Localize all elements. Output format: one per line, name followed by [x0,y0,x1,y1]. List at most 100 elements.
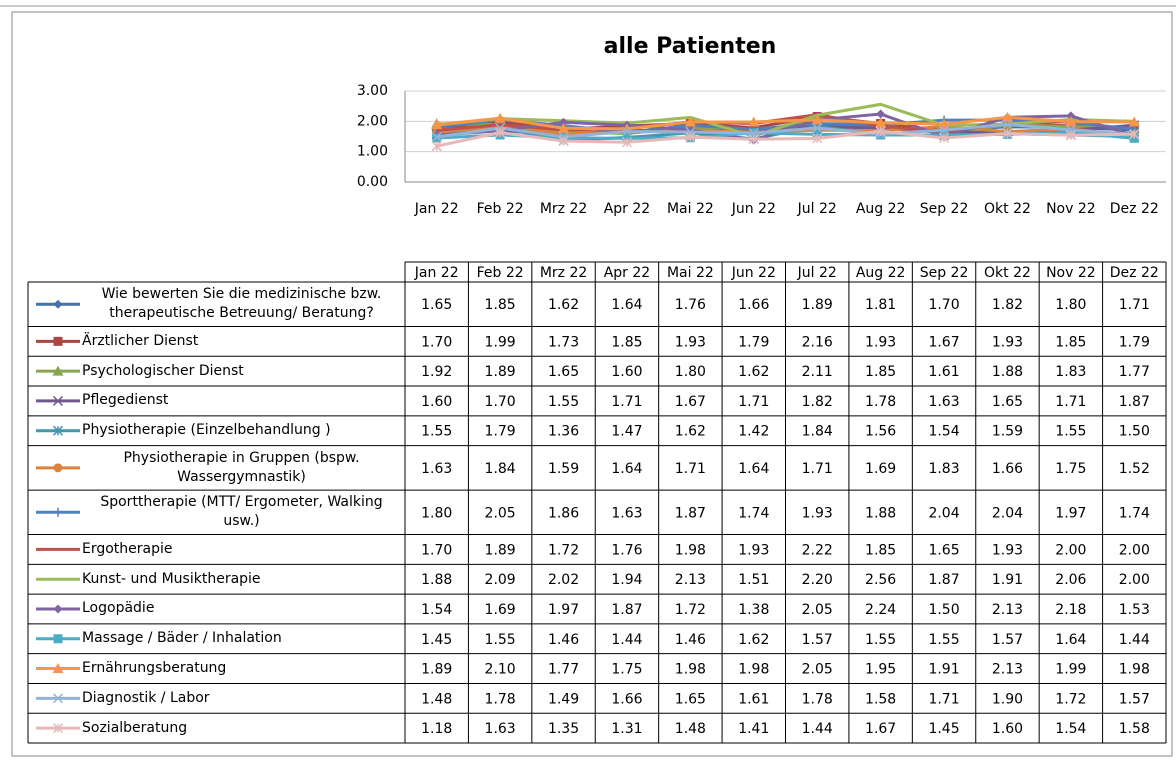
table-value: 1.59 [992,424,1023,440]
table-value: 1.89 [485,542,516,558]
table-value: 1.62 [548,297,579,313]
table-value: 2.13 [992,662,1023,678]
table-value: 1.64 [1055,632,1086,648]
table-value: 1.93 [675,334,706,350]
table-value: 1.88 [865,505,896,521]
table-value: 1.70 [421,542,452,558]
table-value: 2.04 [992,505,1023,521]
table-value: 1.64 [611,297,642,313]
table-value: 1.55 [485,632,516,648]
table-value: 1.71 [611,394,642,410]
table-value: 1.71 [802,461,833,477]
table-value: 1.65 [928,542,959,558]
table-value: 1.85 [485,297,516,313]
table-value: 1.36 [548,424,579,440]
table-value: 1.93 [992,334,1023,350]
legend-label: Sozialberatung [82,713,401,743]
legend-label-box: Sporttherapie (MTT/ Ergometer, Walking u… [82,490,401,534]
table-value: 1.84 [802,424,833,440]
legend-marker [54,337,63,346]
table-value: 1.54 [421,602,452,618]
table-value: 1.64 [611,461,642,477]
legend-marker [54,463,63,472]
table-value: 1.94 [611,572,642,588]
legend-label: Ernährungsberatung [82,654,401,684]
x-tick-label: Jun 22 [731,201,776,217]
table-value: 1.82 [992,297,1023,313]
table-value: 1.67 [865,721,896,737]
legend-label: Physiotherapie (Einzelbehandlung ) [82,416,401,446]
table-value: 1.53 [1119,602,1150,618]
table-value: 1.61 [738,691,769,707]
table-value: 1.87 [611,602,642,618]
table-value: 2.13 [675,572,706,588]
legend-label: Physiotherapie in Gruppen (bspw. Wasserg… [82,446,401,490]
table-value: 1.18 [421,721,452,737]
table-value: 2.18 [1055,602,1086,618]
legend-label-box: Pflegedienst [82,386,401,416]
table-value: 1.77 [548,662,579,678]
table-value: 1.76 [611,542,642,558]
legend-label-box: Massage / Bäder / Inhalation [82,624,401,654]
table-value: 1.51 [738,572,769,588]
table-value: 1.63 [421,461,452,477]
table-header: Nov 22 [1046,265,1096,281]
table-value: 1.46 [675,632,706,648]
table-value: 1.73 [548,334,579,350]
table-value: 1.65 [548,364,579,380]
table-header: Apr 22 [604,265,650,281]
legend-label: Kunst- und Musiktherapie [82,564,401,594]
table-header: Jun 22 [731,265,776,281]
table-value: 1.46 [548,632,579,648]
table-value: 1.71 [675,461,706,477]
table-value: 1.69 [865,461,896,477]
table-value: 1.97 [548,602,579,618]
table-value: 1.79 [485,424,516,440]
table-header: Aug 22 [856,265,906,281]
legend-label: Massage / Bäder / Inhalation [82,624,401,654]
x-tick-label: Nov 22 [1046,201,1096,217]
x-tick-label: Dez 22 [1110,201,1159,217]
table-value: 1.81 [865,297,896,313]
table-value: 1.42 [738,424,769,440]
table-value: 1.83 [928,461,959,477]
table-value: 1.92 [421,364,452,380]
table-value: 1.66 [611,691,642,707]
table-value: 1.38 [738,602,769,618]
table-value: 1.54 [1055,721,1086,737]
table-value: 1.86 [548,505,579,521]
legend-label-box: Physiotherapie in Gruppen (bspw. Wasserg… [82,446,401,490]
x-tick-label: Jan 22 [414,201,459,217]
table-value: 2.00 [1055,542,1086,558]
table-value: 1.90 [992,691,1023,707]
table-value: 1.74 [738,505,769,521]
table-value: 1.87 [1119,394,1150,410]
x-tick-label: Sep 22 [920,201,969,217]
table-value: 1.69 [485,602,516,618]
table-value: 1.47 [611,424,642,440]
legend-label-box: Wie bewerten Sie die medizinische bzw. t… [82,282,401,326]
table-value: 2.56 [865,572,896,588]
legend-label-box: Ärztlicher Dienst [82,326,401,356]
legend-label: Psychologischer Dienst [82,356,401,386]
table-value: 1.85 [865,542,896,558]
table-value: 1.44 [802,721,833,737]
legend-marker [54,634,63,643]
table-value: 1.58 [1119,721,1150,737]
x-tick-label: Okt 22 [984,201,1031,217]
legend-label-box: Sozialberatung [82,713,401,743]
table-value: 2.00 [1119,572,1150,588]
table-value: 1.65 [992,394,1023,410]
table-value: 2.11 [802,364,833,380]
table-value: 1.71 [1055,394,1086,410]
legend-label: Wie bewerten Sie die medizinische bzw. t… [82,282,401,326]
table-value: 1.75 [611,662,642,678]
table-value: 1.98 [675,662,706,678]
table-header: Sep 22 [920,265,969,281]
table-value: 1.50 [928,602,959,618]
table-value: 1.67 [675,394,706,410]
table-value: 1.98 [675,542,706,558]
table-header: Okt 22 [984,265,1031,281]
table-value: 1.72 [1055,691,1086,707]
table-value: 1.31 [611,721,642,737]
